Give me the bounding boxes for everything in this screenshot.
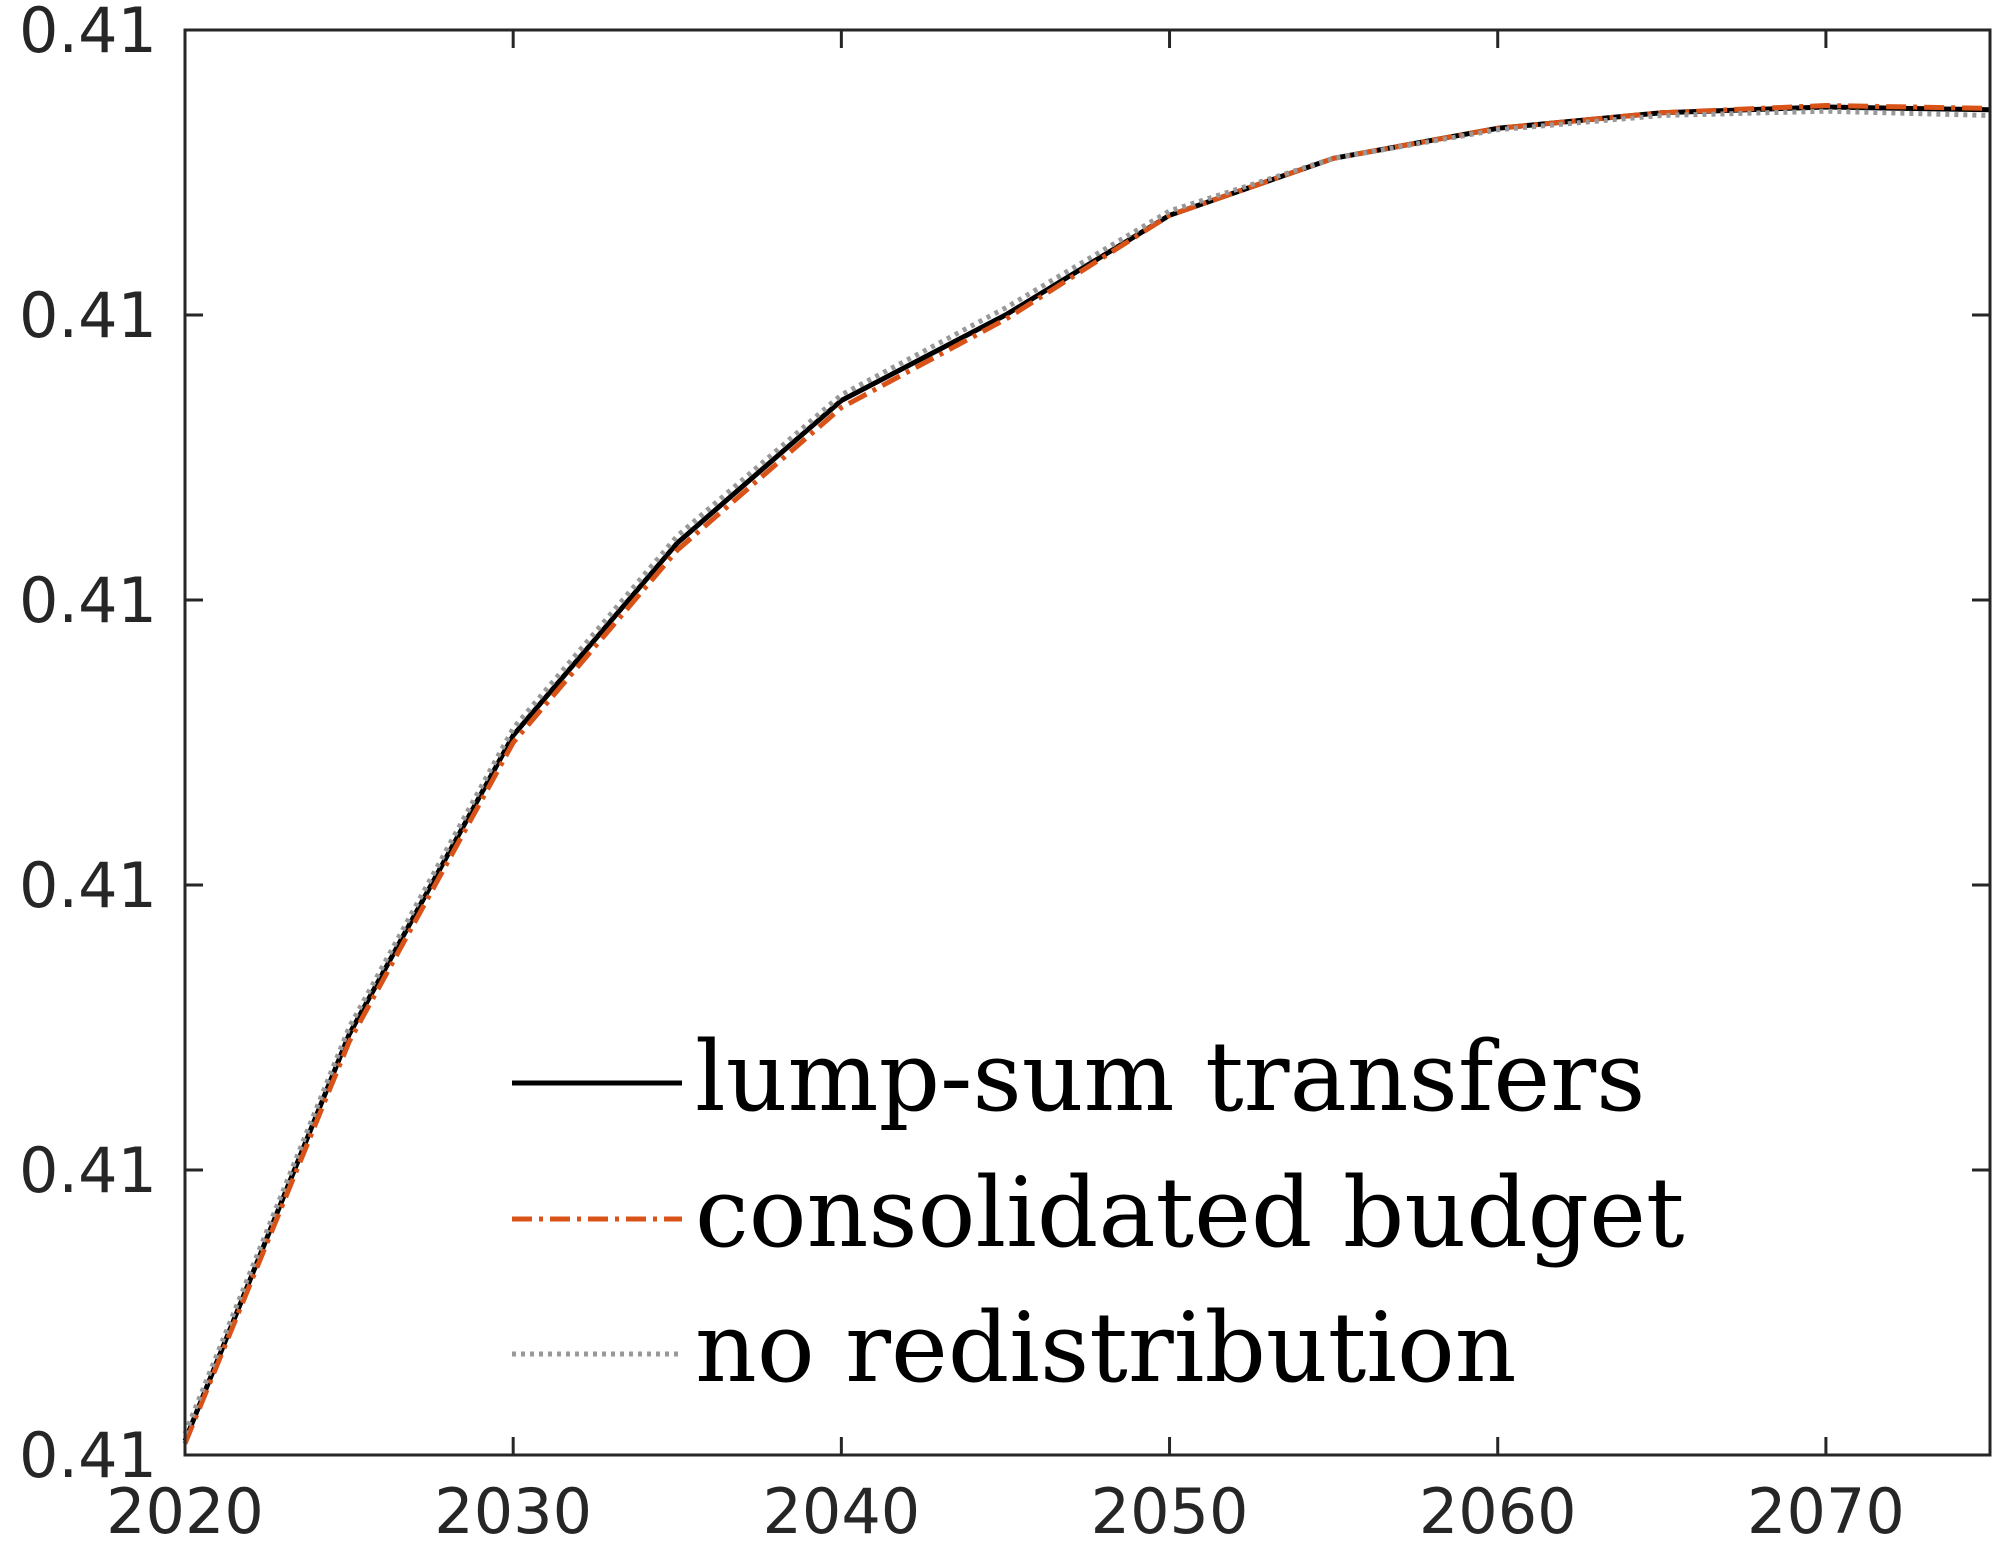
y-tick-label: 0.41 [19, 1419, 157, 1492]
x-tick-label: 2020 [106, 1475, 264, 1548]
x-tick-label: 2050 [1091, 1475, 1249, 1548]
y-tick-label: 0.41 [19, 0, 157, 67]
x-tick-label: 2040 [762, 1475, 920, 1548]
series-line-consolidated-budget [182, 103, 1991, 1445]
legend-label-lump-sum-transfers: lump-sum transfers [695, 1021, 1645, 1133]
plot-frame [183, 28, 1992, 1457]
x-tick-labels: 2020 2030 2040 2050 2060 2070 [106, 1475, 1905, 1548]
legend: lump-sum transfers consolidated budget n… [512, 1021, 1684, 1404]
legend-label-consolidated-budget: consolidated budget [695, 1157, 1684, 1269]
y-tick-labels: 0.41 0.41 0.41 0.41 0.41 0.41 [19, 0, 157, 1492]
y-tick-label: 0.41 [19, 279, 157, 352]
y-tick-label: 0.41 [19, 564, 157, 637]
ticks-group [183, 28, 1990, 1457]
x-tick-label: 2030 [434, 1475, 592, 1548]
legend-label-no-redistribution: no redistribution [695, 1292, 1517, 1404]
y-tick-label: 0.41 [19, 1134, 157, 1207]
series-line-no-redistribution [182, 108, 1991, 1435]
x-tick-label: 2070 [1747, 1475, 1905, 1548]
x-tick-label: 2060 [1419, 1475, 1577, 1548]
y-tick-label: 0.41 [19, 849, 157, 922]
series-group [182, 103, 1991, 1445]
